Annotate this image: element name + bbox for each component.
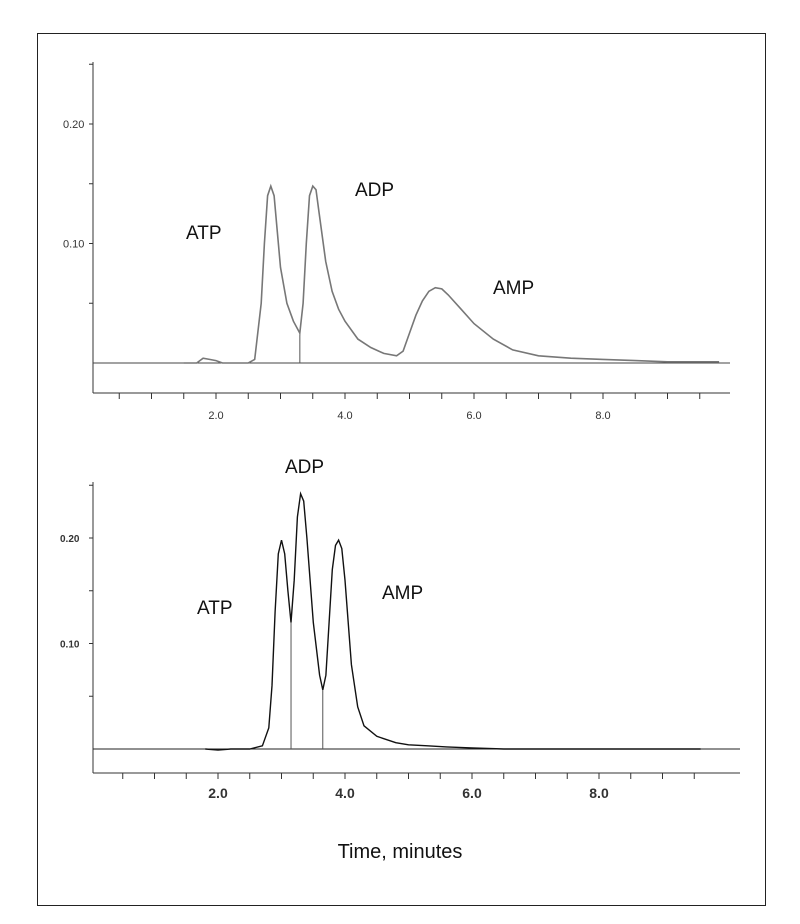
top-peak-label-atp: ATP <box>186 223 222 244</box>
bottom-y-tick-label: 0.10 <box>60 640 80 651</box>
top-trace-line <box>183 183 720 364</box>
top-y-tick-label: 0.20 <box>63 119 84 131</box>
bottom-trace-line <box>205 491 701 751</box>
bottom-x-tick-label: 2.0 <box>208 785 228 801</box>
bottom-chromatogram: 2.0 4.0 6.0 8.0 0.10 0.20 ATP ADP AMP Time, m… <box>60 457 740 863</box>
top-x-tick-label: 6.0 <box>466 410 481 422</box>
top-y-tick-label: 0.10 <box>63 239 84 251</box>
bottom-x-tick-label: 6.0 <box>462 785 482 801</box>
top-x-tick-label: 8.0 <box>595 410 610 422</box>
bottom-peak-label-amp: AMP <box>382 583 423 604</box>
bottom-y-tick-label: 0.20 <box>60 534 80 545</box>
bottom-peak-label-adp: ADP <box>285 457 324 478</box>
top-peak-label-amp: AMP <box>493 278 534 299</box>
bottom-x-tick-label: 8.0 <box>589 785 609 801</box>
top-peak-label-adp: ADP <box>355 180 394 201</box>
figure-frame <box>37 33 766 906</box>
bottom-peak-label-atp: ATP <box>197 598 233 619</box>
top-chromatogram: 2.0 4.0 6.0 8.0 0.10 0.20 ATP ADP AMP <box>63 62 730 422</box>
top-x-tick-label: 4.0 <box>337 410 352 422</box>
x-axis-label: Time, minutes <box>338 841 463 863</box>
top-x-tick-label: 2.0 <box>208 410 223 422</box>
bottom-x-tick-label: 4.0 <box>335 785 355 801</box>
